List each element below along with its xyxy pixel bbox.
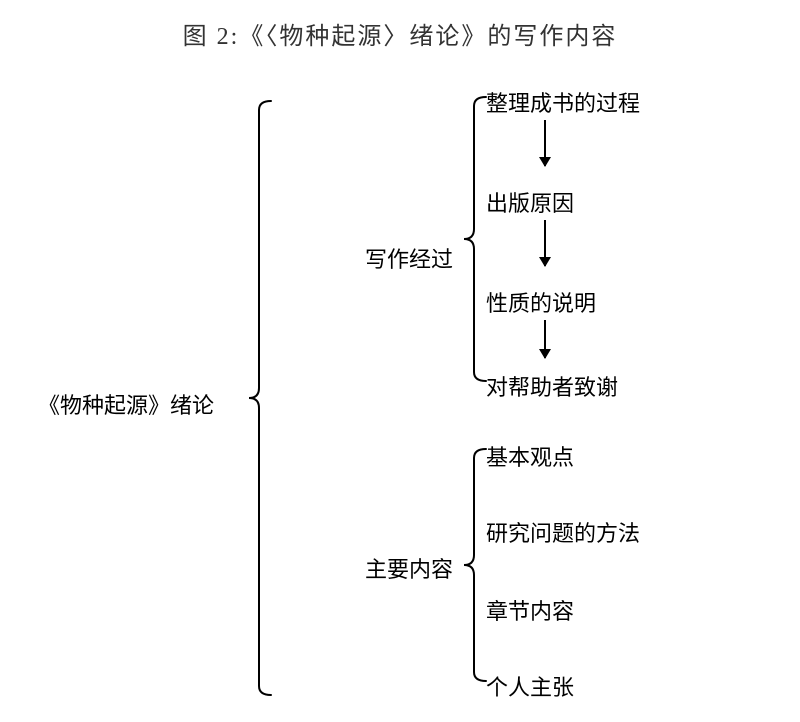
branch1-brace — [460, 96, 488, 382]
leaf-research-method: 研究问题的方法 — [486, 516, 640, 548]
diagram-title: 图 2:《〈物种起源〉绪论》的写作内容 — [0, 16, 800, 51]
branch-main-content: 主要内容 — [365, 552, 453, 584]
leaf-compile-process: 整理成书的过程 — [486, 86, 640, 118]
leaf-chapter-content: 章节内容 — [486, 594, 574, 626]
leaf-publish-reason: 出版原因 — [486, 186, 574, 218]
leaf-personal-claim: 个人主张 — [486, 670, 574, 702]
leaf-thanks: 对帮助者致谢 — [486, 370, 618, 402]
root-brace — [245, 100, 273, 696]
branch-writing-process: 写作经过 — [365, 242, 453, 274]
leaf-basic-view: 基本观点 — [486, 440, 574, 472]
flow-arrow-2 — [544, 320, 546, 358]
branch2-brace — [460, 448, 488, 682]
leaf-nature-explain: 性质的说明 — [486, 286, 596, 318]
flow-arrow-0 — [544, 120, 546, 166]
flow-arrow-1 — [544, 220, 546, 266]
root-node: 《物种起源》绪论 — [38, 388, 214, 420]
